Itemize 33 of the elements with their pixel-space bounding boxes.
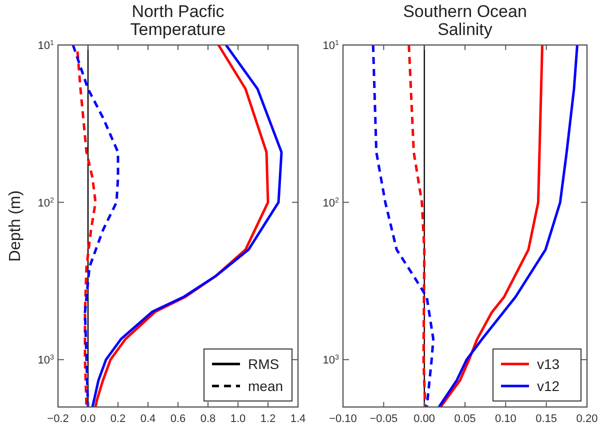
x-tick-label: 1.2 [260,413,276,425]
y-tick-label: 10$^{1}$ [322,39,340,52]
annotation: mean [248,378,284,394]
line-series [408,44,426,408]
x-tick-label: 0.20 [576,413,598,425]
y-tick-label: 10$^{3}$ [38,354,54,367]
line-series [72,44,120,408]
y-axis-title: Depth (m) [7,190,24,262]
x-tick-label: 0.15 [536,413,558,425]
annotation: RMS [248,356,280,372]
x-tick-label: 1.4 [290,413,306,425]
x-tick-label: 0.0 [80,413,96,425]
y-tick-label: 10$^{1}$ [38,39,54,52]
x-tick-label: 0.2 [110,413,126,425]
chart-title: North Pacfic Temperature [130,2,226,39]
x-tick-label: 0.6 [170,413,186,425]
line-series [372,44,435,408]
x-tick-label: 0.8 [200,413,216,425]
x-tick-label: 1.0 [230,413,246,425]
x-tick-label: 0.4 [140,413,156,425]
x-tick-label: −0.05 [370,413,398,425]
chart-title: Southern Ocean Salinity [403,2,527,39]
legend-label: v12 [537,378,560,394]
x-tick-label: 0.05 [454,413,476,425]
y-tick-label: 10$^{2}$ [38,196,54,210]
legend-label: v13 [537,356,560,372]
y-tick-label: 10$^{3}$ [322,354,340,367]
x-tick-label: −0.10 [329,413,357,425]
x-tick-label: 0.00 [414,413,436,425]
x-tick-label: −0.2 [47,413,69,425]
y-tick-label: 10$^{2}$ [322,196,340,210]
line-series [438,44,578,408]
x-tick-label: 0.10 [494,413,516,425]
